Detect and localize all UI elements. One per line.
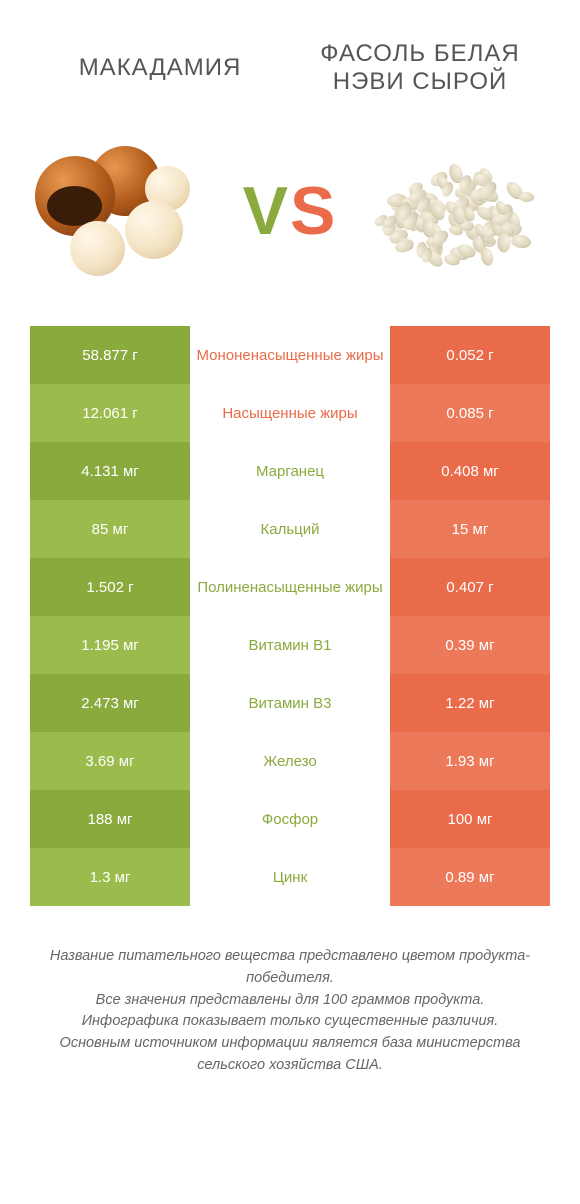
left-value-cell: 58.877 г xyxy=(30,326,190,384)
table-row: 58.877 гМононенасыщенные жиры0.052 г xyxy=(30,326,550,384)
left-product-title: МАКАДАМИЯ xyxy=(30,54,290,82)
footer-notes: Название питательного вещества представл… xyxy=(30,946,550,1077)
left-value-cell: 188 мг xyxy=(30,790,190,848)
footer-line: Все значения представлены для 100 граммо… xyxy=(30,990,550,1012)
right-value-cell: 1.22 мг xyxy=(390,674,550,732)
beans-icon xyxy=(370,151,550,271)
left-value-cell: 1.3 мг xyxy=(30,848,190,906)
infographic-container: МАКАДАМИЯ ФАСОЛЬ БЕЛАЯ НЭВИ СЫРОЙ VS 58.… xyxy=(0,0,580,1107)
right-value-cell: 0.408 мг xyxy=(390,442,550,500)
left-value-cell: 85 мг xyxy=(30,500,190,558)
left-value-cell: 4.131 мг xyxy=(30,442,190,500)
footer-line: Основным источником информации является … xyxy=(30,1033,550,1077)
left-product-image xyxy=(30,136,210,286)
nutrient-label-cell: Витамин B1 xyxy=(190,616,390,674)
right-value-cell: 0.407 г xyxy=(390,558,550,616)
vs-letter-v: V xyxy=(243,173,290,249)
right-value-cell: 0.052 г xyxy=(390,326,550,384)
vs-label: VS xyxy=(243,172,338,250)
nutrient-label-cell: Железо xyxy=(190,732,390,790)
nutrient-label-cell: Полиненасыщенные жиры xyxy=(190,558,390,616)
footer-line: Инфографика показывает только существенн… xyxy=(30,1011,550,1033)
table-row: 2.473 мгВитамин B31.22 мг xyxy=(30,674,550,732)
macadamia-icon xyxy=(35,146,205,276)
table-row: 85 мгКальций15 мг xyxy=(30,500,550,558)
table-row: 1.502 гПолиненасыщенные жиры0.407 г xyxy=(30,558,550,616)
nutrient-label-cell: Кальций xyxy=(190,500,390,558)
nutrient-label-cell: Витамин B3 xyxy=(190,674,390,732)
table-row: 12.061 гНасыщенные жиры0.085 г xyxy=(30,384,550,442)
right-value-cell: 0.39 мг xyxy=(390,616,550,674)
nutrient-label-cell: Насыщенные жиры xyxy=(190,384,390,442)
header-row: МАКАДАМИЯ ФАСОЛЬ БЕЛАЯ НЭВИ СЫРОЙ xyxy=(0,0,580,116)
right-value-cell: 100 мг xyxy=(390,790,550,848)
table-row: 188 мгФосфор100 мг xyxy=(30,790,550,848)
comparison-table: 58.877 гМононенасыщенные жиры0.052 г12.0… xyxy=(30,326,550,906)
left-value-cell: 12.061 г xyxy=(30,384,190,442)
table-row: 4.131 мгМарганец0.408 мг xyxy=(30,442,550,500)
left-value-cell: 2.473 мг xyxy=(30,674,190,732)
right-value-cell: 15 мг xyxy=(390,500,550,558)
nutrient-label-cell: Цинк xyxy=(190,848,390,906)
images-row: VS xyxy=(0,116,580,326)
left-value-cell: 3.69 мг xyxy=(30,732,190,790)
right-product-image xyxy=(370,136,550,286)
right-value-cell: 1.93 мг xyxy=(390,732,550,790)
table-row: 1.3 мгЦинк0.89 мг xyxy=(30,848,550,906)
right-value-cell: 0.89 мг xyxy=(390,848,550,906)
nutrient-label-cell: Марганец xyxy=(190,442,390,500)
left-value-cell: 1.195 мг xyxy=(30,616,190,674)
table-row: 1.195 мгВитамин B10.39 мг xyxy=(30,616,550,674)
table-row: 3.69 мгЖелезо1.93 мг xyxy=(30,732,550,790)
right-product-title: ФАСОЛЬ БЕЛАЯ НЭВИ СЫРОЙ xyxy=(290,40,550,96)
nutrient-label-cell: Фосфор xyxy=(190,790,390,848)
left-value-cell: 1.502 г xyxy=(30,558,190,616)
right-value-cell: 0.085 г xyxy=(390,384,550,442)
footer-line: Название питательного вещества представл… xyxy=(30,946,550,990)
vs-letter-s: S xyxy=(290,173,337,249)
nutrient-label-cell: Мононенасыщенные жиры xyxy=(190,326,390,384)
